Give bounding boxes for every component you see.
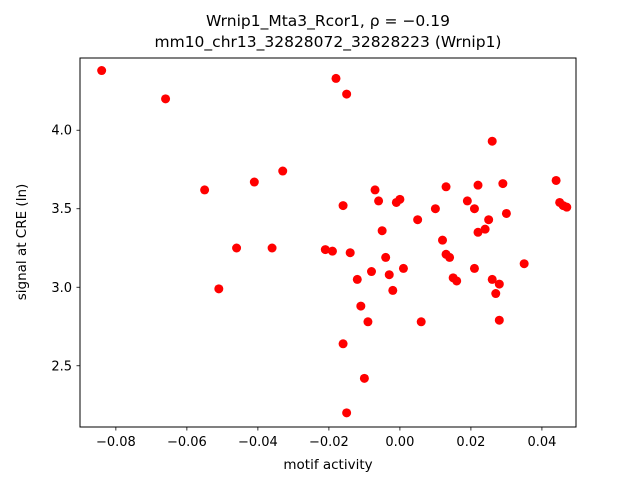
data-point (487, 136, 497, 146)
data-point (359, 373, 369, 383)
y-axis-ticks: 2.5 3.0 3.5 4.0 (51, 124, 80, 374)
data-point (487, 274, 497, 284)
data-point (416, 317, 426, 327)
data-point (494, 315, 504, 325)
data-point (445, 252, 455, 262)
data-point (498, 179, 508, 189)
data-point (452, 276, 462, 286)
data-point (491, 289, 501, 299)
data-point (501, 208, 511, 218)
data-point (278, 166, 288, 176)
data-point (342, 408, 352, 418)
data-point (388, 285, 398, 295)
data-point (398, 263, 408, 273)
data-point (331, 73, 341, 83)
data-point (384, 270, 394, 280)
data-point (381, 252, 391, 262)
data-point (232, 243, 242, 253)
data-point (480, 224, 490, 234)
data-point (249, 177, 259, 187)
data-point (356, 301, 366, 311)
data-point (370, 185, 380, 195)
x-tick-label: −0.06 (167, 435, 207, 450)
data-point (214, 284, 224, 294)
data-point (320, 245, 330, 255)
data-point (469, 263, 479, 273)
data-point (519, 259, 529, 269)
data-point (366, 267, 376, 277)
data-point (338, 339, 348, 349)
x-axis-label: motif activity (283, 457, 372, 473)
data-point (551, 175, 561, 185)
data-point (484, 215, 494, 225)
points-layer (97, 66, 572, 418)
x-tick-label: 0.04 (527, 435, 556, 450)
data-point (441, 182, 451, 192)
data-point (327, 246, 337, 256)
data-point (338, 201, 348, 211)
plot-area (80, 58, 576, 427)
data-point (473, 180, 483, 190)
data-point (413, 215, 423, 225)
data-point (363, 317, 373, 327)
data-point (377, 226, 387, 236)
chart-title-line2: mm10_chr13_32828072_32828223 (Wrnip1) (155, 33, 502, 52)
data-point (562, 202, 572, 212)
data-point (494, 279, 504, 289)
data-point (374, 196, 384, 206)
x-tick-label: −0.04 (238, 435, 278, 450)
data-point (469, 204, 479, 214)
y-tick-label: 4.0 (51, 124, 72, 139)
x-tick-label: 0.00 (385, 435, 414, 450)
data-point (267, 243, 277, 253)
data-point (473, 227, 483, 237)
data-point (430, 204, 440, 214)
data-point (395, 194, 405, 204)
x-axis-ticks: −0.08 −0.06 −0.04 −0.02 0.00 0.02 0.04 (96, 427, 556, 450)
data-point (97, 66, 107, 76)
data-point (352, 274, 362, 284)
data-point (462, 196, 472, 206)
data-point (438, 235, 448, 245)
data-point (345, 248, 355, 258)
data-point (200, 185, 210, 195)
y-tick-label: 2.5 (51, 359, 72, 374)
chart-title-line1: Wrnip1_Mta3_Rcor1, ρ = −0.19 (206, 12, 450, 31)
y-axis-label: signal at CRE (ln) (14, 184, 30, 301)
x-tick-label: −0.08 (96, 435, 136, 450)
data-point (342, 89, 352, 99)
y-tick-label: 3.5 (51, 202, 72, 217)
y-tick-label: 3.0 (51, 281, 72, 296)
x-tick-label: −0.02 (309, 435, 349, 450)
x-tick-label: 0.02 (456, 435, 485, 450)
plot-border (79, 57, 577, 428)
data-point (161, 94, 171, 104)
